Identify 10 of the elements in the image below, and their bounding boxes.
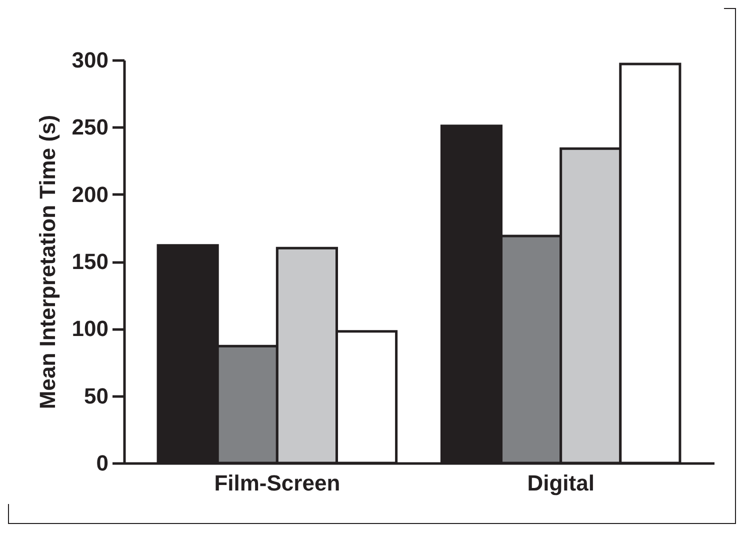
y-axis-title: Mean Interpretation Time (s) xyxy=(34,114,60,410)
y-tick-label: 100 xyxy=(72,316,108,342)
x-tick-label: Digital xyxy=(527,470,594,496)
x-tick-label: Film-Screen xyxy=(214,470,340,496)
y-tick-label: 50 xyxy=(84,383,108,408)
y-tick-label: 150 xyxy=(72,249,108,274)
y-tick-label: 250 xyxy=(72,114,108,140)
y-tick-label: 0 xyxy=(96,450,108,476)
y-tick-label: 300 xyxy=(72,48,108,72)
y-tick-label: 200 xyxy=(72,182,108,207)
